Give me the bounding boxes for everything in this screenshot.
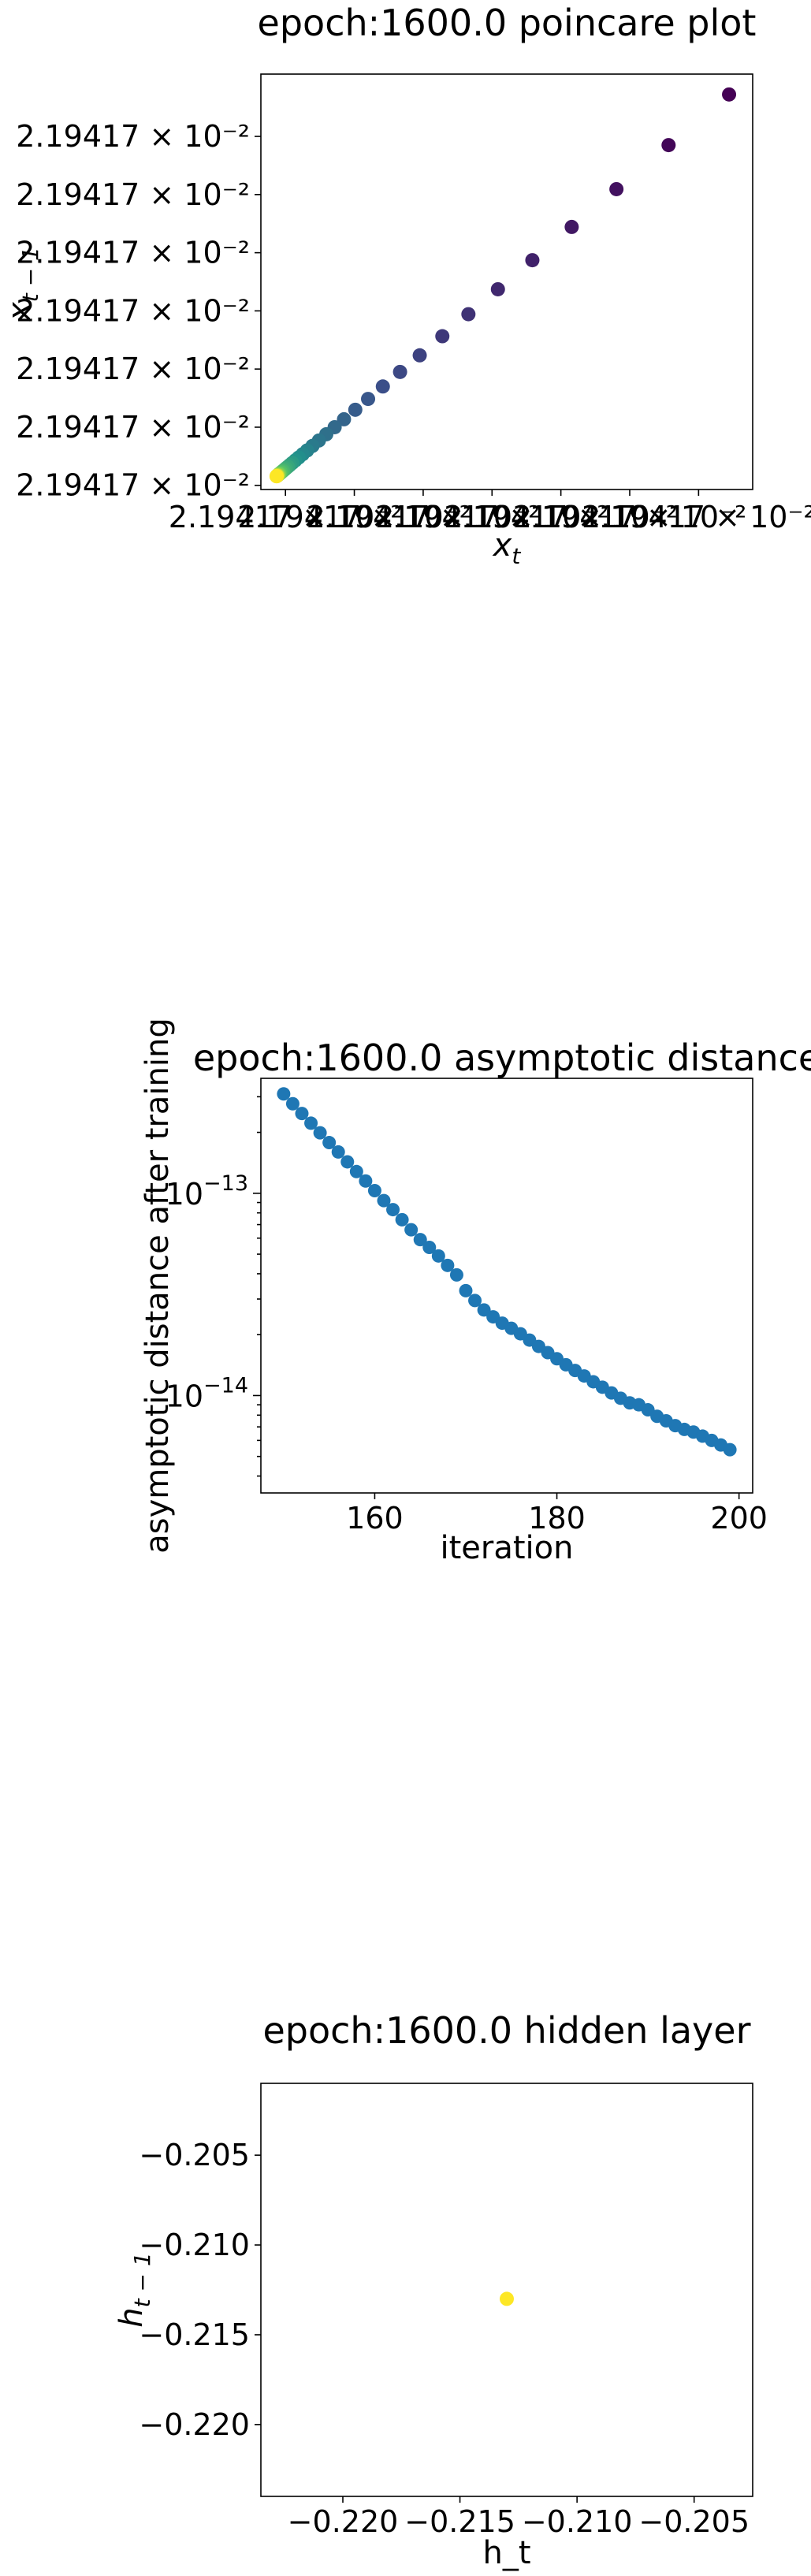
- chart1-points: [269, 87, 737, 484]
- scatter-point: [367, 1184, 381, 1198]
- scatter-point: [348, 402, 363, 417]
- chart3-plot-frame: [260, 2083, 753, 2497]
- scatter-point: [395, 1212, 409, 1227]
- chart2-points: [277, 1087, 737, 1457]
- chart1-plot-frame: [260, 73, 753, 490]
- poincare-chart: epoch:1600.0 poincare plot 2.19417 × 10⁻…: [2, 2, 811, 569]
- y-tick-label: −0.210: [139, 2228, 250, 2262]
- x-tick-label: 2.19417 × 10⁻²: [513, 500, 747, 534]
- y-tick-label: 2.19417 × 10⁻²: [16, 410, 250, 445]
- chart1-y-ticks: 2.19417 × 10⁻² 2.19417 × 10⁻² 2.19417 × 10…: [16, 119, 261, 503]
- chart3-y-ticks: −0.220 −0.215 −0.210 −0.205: [139, 2138, 261, 2442]
- chart2-x-axis-label: iteration: [441, 1530, 574, 1566]
- scatter-point: [449, 1268, 463, 1282]
- y-tick-label: 10−13: [166, 1171, 248, 1212]
- x-tick-label: 2.19417 × 10⁻²: [237, 500, 471, 534]
- x-tick-label: 2.19417 × 10⁻²: [307, 500, 541, 534]
- chart2-plot-frame: [260, 1078, 753, 1494]
- scatter-point: [340, 1155, 355, 1169]
- y-tick-label: 2.19417 × 10⁻²: [16, 468, 250, 503]
- x-tick-label: 160: [346, 1501, 404, 1536]
- scatter-point: [609, 181, 624, 196]
- x-tick-label: 200: [710, 1501, 768, 1536]
- y-tick-label: 10−14: [166, 1373, 248, 1413]
- scatter-point: [723, 1442, 737, 1457]
- y-tick-label: −0.205: [139, 2138, 250, 2172]
- scatter-point: [661, 138, 676, 153]
- chart3-points: [500, 2291, 514, 2306]
- scatter-point: [413, 1233, 427, 1247]
- scatter-point: [313, 1126, 327, 1140]
- scatter-point: [722, 87, 737, 102]
- y-tick-label: 2.19417 × 10⁻²: [16, 352, 250, 386]
- x-tick-label: 2.19417 × 10⁻²: [444, 500, 678, 534]
- x-tick-label: 2.19417 × 10⁻²: [375, 500, 609, 534]
- scatter-point: [359, 1174, 373, 1188]
- scatter-point: [441, 1258, 455, 1272]
- scatter-point: [490, 281, 505, 296]
- scatter-point: [435, 329, 450, 344]
- scatter-point: [322, 1136, 337, 1150]
- x-tick-label: 2.19417 × 10⁻²: [582, 500, 811, 534]
- chart2-x-ticks: 160 180 200: [346, 1493, 768, 1536]
- chart1-x-ticks: 2.19417 × 10⁻²2.19417 × 10⁻²2.19417 × 10…: [169, 490, 811, 534]
- x-tick-label: −0.210: [522, 2504, 633, 2539]
- scatter-point: [404, 1223, 419, 1237]
- asymptotic-distance-chart: epoch:1600.0 asymptotic distance 160 180 2…: [140, 1018, 811, 1566]
- scatter-point: [361, 392, 376, 407]
- scatter-point: [375, 379, 390, 394]
- chart3-title: epoch:1600.0 hidden layer: [263, 2009, 751, 2052]
- chart2-title: epoch:1600.0 asymptotic distance: [193, 1037, 811, 1079]
- scatter-point: [412, 348, 427, 363]
- x-tick-label: 180: [528, 1501, 586, 1536]
- chart2-y-ticks: 10−14 10−13: [166, 1096, 261, 1477]
- y-tick-label: 2.19417 × 10⁻²: [16, 293, 250, 328]
- scatter-point: [386, 1203, 400, 1217]
- scatter-point: [269, 469, 284, 484]
- scatter-point: [564, 219, 579, 234]
- scatter-point: [477, 1303, 491, 1317]
- chart2-y-axis-label: asymptotic distance after training: [140, 1018, 176, 1554]
- y-tick-label: 2.19417 × 10⁻²: [16, 177, 250, 212]
- scatter-point: [461, 307, 476, 322]
- chart3-x-axis-label: h_t: [482, 2535, 530, 2571]
- chart1-y-axis-label: xt − 1: [2, 247, 43, 322]
- scatter-point: [500, 2291, 514, 2306]
- scatter-point: [295, 1107, 309, 1121]
- scatter-point: [392, 364, 407, 379]
- scatter-point: [468, 1294, 482, 1308]
- chart3-x-ticks: −0.220 −0.215 −0.210 −0.205: [288, 2496, 750, 2539]
- scatter-point: [431, 1249, 445, 1263]
- scatter-point: [331, 1145, 345, 1159]
- scatter-point: [277, 1087, 291, 1101]
- scatter-point: [285, 1096, 299, 1111]
- scatter-point: [304, 1116, 318, 1130]
- x-tick-label: −0.205: [638, 2504, 750, 2539]
- scatter-point: [377, 1193, 391, 1208]
- y-tick-label: −0.215: [139, 2317, 250, 2352]
- chart1-title: epoch:1600.0 poincare plot: [258, 2, 757, 44]
- scatter-point: [349, 1164, 363, 1178]
- y-tick-label: 2.19417 × 10⁻²: [16, 236, 250, 270]
- scatter-point: [422, 1240, 437, 1254]
- x-tick-label: −0.220: [288, 2504, 399, 2539]
- scatter-point: [337, 411, 352, 426]
- y-tick-label: 2.19417 × 10⁻²: [16, 119, 250, 154]
- x-tick-label: 2.19417 × 10⁻²: [169, 500, 403, 534]
- x-tick-label: −0.215: [404, 2504, 515, 2539]
- hidden-layer-chart: epoch:1600.0 hidden layer −0.220 −0.215 −0…: [113, 2009, 753, 2571]
- y-tick-label: −0.220: [139, 2407, 250, 2442]
- chart3-y-axis-label: ht − 1: [113, 2252, 155, 2327]
- scatter-point: [525, 253, 540, 268]
- scatter-point: [459, 1283, 473, 1297]
